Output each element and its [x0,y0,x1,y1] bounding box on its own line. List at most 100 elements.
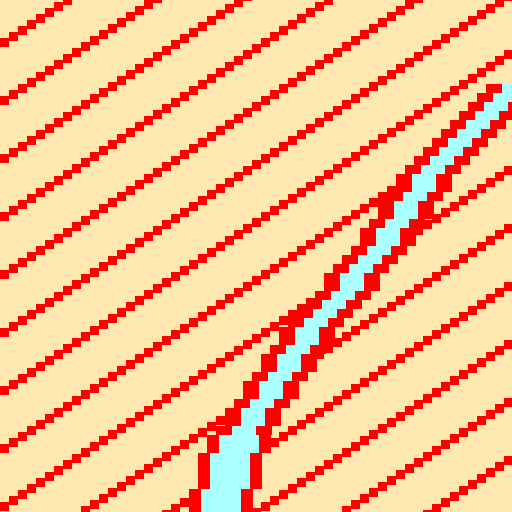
stripe-pixel [9,32,18,41]
river-water-pixel [358,255,382,264]
stripe-pixel [0,212,9,221]
stripe-pixel [405,290,414,299]
river-water-pixel [394,201,418,210]
stripe-pixel [441,266,450,275]
stripe-pixel [387,12,396,21]
stripe-pixel [504,166,512,175]
river-water-pixel [322,300,346,309]
stripe-pixel [396,64,405,73]
stripe-pixel [27,136,36,145]
stripe-pixel [18,200,27,209]
river-water-pixel [277,363,301,372]
stripe-pixel [36,130,45,139]
stripe-pixel [468,480,477,489]
stripe-pixel [63,112,72,121]
stripe-pixel [243,340,252,349]
stripe-pixel [36,304,45,313]
stripe-pixel [81,390,90,399]
stripe-pixel [288,20,297,29]
stripe-pixel [36,188,45,197]
stripe-pixel [468,16,477,25]
stripe-pixel [468,248,477,257]
stripe-pixel [180,324,189,333]
stripe-pixel [36,72,45,81]
stripe-pixel [414,226,423,235]
stripe-pixel [495,56,504,65]
stripe-pixel [0,444,9,453]
stripe-pixel [216,416,225,425]
stripe-pixel [171,214,180,223]
stripe-pixel [279,26,288,35]
river-water-pixel [201,498,241,507]
stripe-pixel [207,306,216,315]
river-water-pixel [412,183,436,192]
stripe-pixel [324,0,333,5]
stripe-pixel [54,408,63,417]
stripe-pixel [252,334,261,343]
stripe-pixel [72,164,81,173]
stripe-pixel [486,62,495,71]
stripe-pixel [324,344,333,353]
stripe-pixel [252,44,261,53]
stripe-pixel [117,18,126,27]
stripe-pixel [54,118,63,127]
stripe-pixel [477,184,486,193]
river-water-pixel [502,84,512,93]
stripe-pixel [378,76,387,85]
stripe-pixel [45,66,54,75]
stripe-pixel [27,484,36,493]
stripe-pixel [180,498,189,507]
stripe-pixel [234,56,243,65]
stripe-pixel [243,50,252,59]
stripe-pixel [297,188,306,197]
stripe-pixel [405,116,414,125]
stripe-pixel [486,468,495,477]
stripe-pixel [18,316,27,325]
stripe-pixel [414,342,423,351]
river-water-pixel [403,192,427,201]
stripe-pixel [162,104,171,113]
stripe-pixel [99,378,108,387]
stripe-pixel [495,230,504,239]
stripe-pixel [369,82,378,91]
stripe-pixel [477,242,486,251]
stripe-pixel [504,0,512,1]
stripe-pixel [360,494,369,503]
stripe-pixel [495,404,504,413]
stripe-pixel [432,330,441,339]
stripe-pixel [432,98,441,107]
stripe-pixel [279,84,288,93]
river-water-pixel [210,453,250,462]
stripe-pixel [198,254,207,263]
river-water-pixel [304,318,328,327]
stripe-pixel [135,354,144,363]
stripe-pixel [441,208,450,217]
stripe-pixel [468,364,477,373]
river-water-pixel [259,381,283,390]
stripe-pixel [414,284,423,293]
stripe-pixel [306,66,315,75]
stripe-pixel [99,262,108,271]
stripe-pixel [396,6,405,15]
stripe-pixel [36,14,45,23]
stripe-pixel [72,48,81,57]
stripe-pixel [189,318,198,327]
stripe-pixel [216,242,225,251]
stripe-pixel [225,236,234,245]
stripe-pixel [405,464,414,473]
stripe-pixel [0,38,9,47]
stripe-pixel [450,318,459,327]
river-water-pixel [210,480,250,489]
stripe-pixel [153,168,162,177]
stripe-pixel [432,504,441,512]
stripe-pixel [90,384,99,393]
stripe-pixel [414,458,423,467]
stripe-pixel [189,86,198,95]
stripe-pixel [90,442,99,451]
stripe-pixel [432,214,441,223]
stripe-pixel [63,402,72,411]
stripe-pixel [27,194,36,203]
stripe-pixel [351,442,360,451]
stripe-pixel [270,438,279,447]
stripe-pixel [369,140,378,149]
